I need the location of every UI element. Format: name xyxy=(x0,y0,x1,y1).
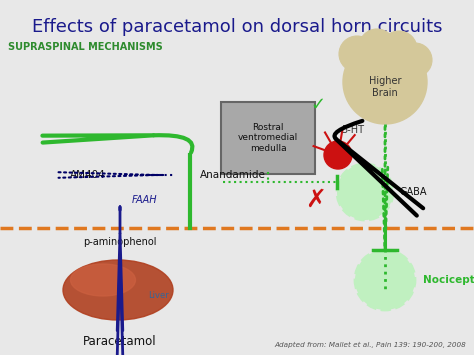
Text: Higher
Brain: Higher Brain xyxy=(369,76,401,98)
Text: GABA: GABA xyxy=(400,187,428,197)
FancyBboxPatch shape xyxy=(221,102,315,174)
Text: SUPRASPINAL MECHANISMS: SUPRASPINAL MECHANISMS xyxy=(8,42,163,52)
Text: Effects of paracetamol on dorsal horn circuits: Effects of paracetamol on dorsal horn ci… xyxy=(32,18,442,36)
Text: Adapted from: Mallet et al., Pain 139: 190-200, 2008: Adapted from: Mallet et al., Pain 139: 1… xyxy=(274,342,466,348)
Ellipse shape xyxy=(71,264,136,296)
Text: Paracetamol: Paracetamol xyxy=(83,335,157,348)
Text: Liver: Liver xyxy=(148,290,169,300)
Circle shape xyxy=(398,43,432,77)
Text: ✓: ✓ xyxy=(310,96,326,114)
Text: p-aminophenol: p-aminophenol xyxy=(83,237,157,247)
Text: Rostral
ventromedial
medulla: Rostral ventromedial medulla xyxy=(238,123,298,153)
Circle shape xyxy=(339,36,375,72)
Circle shape xyxy=(355,250,415,310)
Text: 5-HT: 5-HT xyxy=(341,125,364,135)
Circle shape xyxy=(381,31,417,67)
Ellipse shape xyxy=(63,260,173,320)
Circle shape xyxy=(337,164,393,220)
Text: Anandamide: Anandamide xyxy=(200,170,266,180)
Text: ✗: ✗ xyxy=(306,188,327,212)
Circle shape xyxy=(324,141,352,169)
Circle shape xyxy=(359,29,395,65)
Circle shape xyxy=(343,40,427,124)
Text: AM404: AM404 xyxy=(70,170,106,180)
Text: FAAH: FAAH xyxy=(132,195,158,205)
Text: Nociceptor: Nociceptor xyxy=(423,275,474,285)
